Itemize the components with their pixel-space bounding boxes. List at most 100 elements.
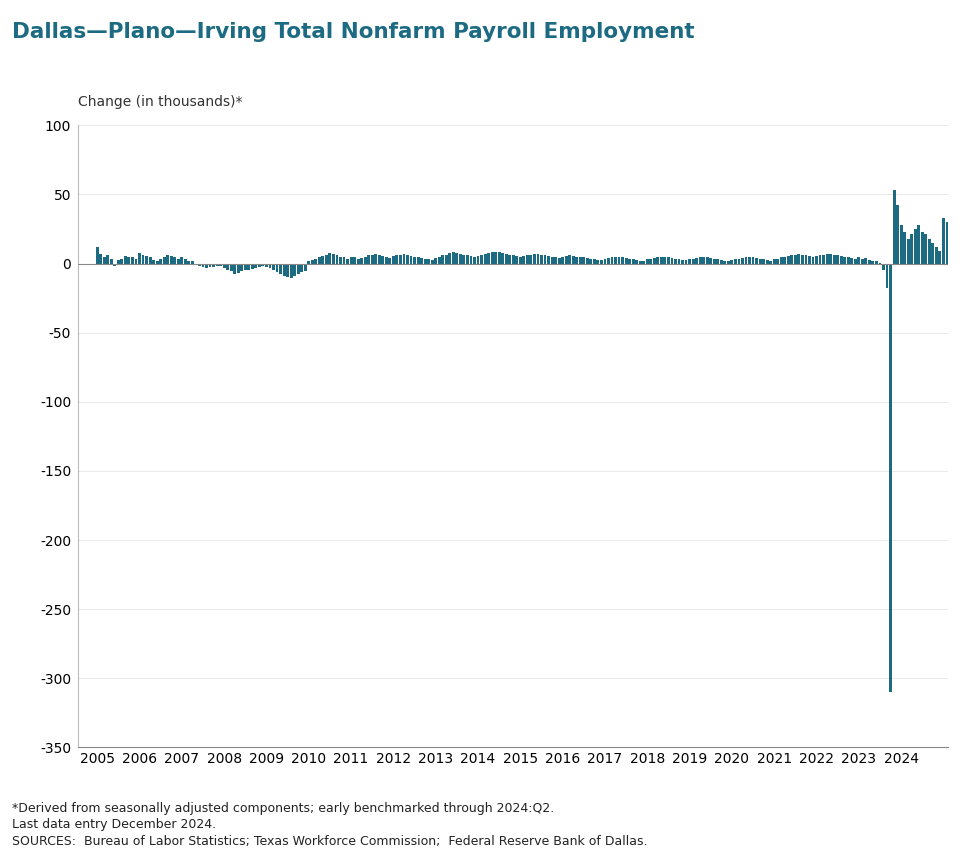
- Bar: [692, 258, 695, 264]
- Bar: [269, 264, 272, 269]
- Bar: [191, 262, 193, 264]
- Bar: [272, 264, 275, 270]
- Bar: [646, 259, 649, 264]
- Bar: [135, 258, 138, 264]
- Bar: [928, 238, 931, 264]
- Bar: [244, 264, 247, 270]
- Bar: [924, 234, 927, 264]
- Bar: [642, 261, 645, 264]
- Bar: [159, 258, 162, 264]
- Bar: [720, 260, 723, 264]
- Bar: [318, 257, 320, 264]
- Bar: [843, 257, 846, 264]
- Bar: [205, 264, 208, 269]
- Bar: [635, 260, 638, 264]
- Bar: [321, 256, 324, 264]
- Bar: [163, 257, 166, 264]
- Bar: [769, 261, 772, 264]
- Bar: [227, 264, 229, 270]
- Bar: [234, 264, 236, 274]
- Bar: [617, 257, 620, 264]
- Bar: [751, 257, 754, 264]
- Bar: [854, 258, 857, 264]
- Bar: [755, 258, 758, 264]
- Bar: [575, 257, 578, 264]
- Bar: [819, 255, 822, 264]
- Bar: [152, 260, 155, 264]
- Bar: [865, 258, 868, 264]
- Bar: [621, 257, 624, 264]
- Bar: [173, 257, 176, 264]
- Bar: [512, 255, 515, 264]
- Bar: [505, 254, 508, 264]
- Bar: [850, 258, 853, 264]
- Bar: [812, 257, 815, 264]
- Bar: [367, 255, 370, 264]
- Bar: [216, 264, 219, 266]
- Bar: [381, 256, 384, 264]
- Bar: [921, 232, 923, 264]
- Bar: [804, 255, 807, 264]
- Bar: [959, 238, 962, 264]
- Bar: [678, 259, 680, 264]
- Bar: [389, 258, 392, 264]
- Bar: [801, 255, 804, 264]
- Bar: [420, 258, 423, 264]
- Bar: [604, 258, 607, 264]
- Bar: [882, 264, 885, 270]
- Bar: [236, 264, 239, 273]
- Bar: [780, 257, 783, 264]
- Bar: [639, 261, 642, 264]
- Bar: [759, 258, 761, 264]
- Bar: [258, 264, 261, 267]
- Bar: [198, 264, 201, 266]
- Bar: [209, 264, 211, 267]
- Bar: [477, 256, 480, 264]
- Bar: [177, 258, 180, 264]
- Bar: [523, 256, 526, 264]
- Bar: [540, 255, 543, 264]
- Bar: [416, 257, 419, 264]
- Bar: [304, 264, 307, 271]
- Bar: [670, 258, 673, 264]
- Bar: [434, 258, 437, 264]
- Bar: [378, 255, 381, 264]
- Bar: [847, 257, 850, 264]
- Bar: [363, 257, 366, 264]
- Bar: [868, 260, 871, 264]
- Bar: [578, 257, 581, 264]
- Bar: [445, 255, 447, 264]
- Bar: [466, 255, 469, 264]
- Bar: [335, 255, 338, 264]
- Bar: [600, 260, 603, 264]
- Bar: [786, 256, 789, 264]
- Bar: [935, 247, 938, 264]
- Bar: [734, 259, 737, 264]
- Bar: [858, 257, 861, 264]
- Bar: [939, 251, 942, 264]
- Bar: [797, 254, 800, 264]
- Bar: [501, 253, 504, 264]
- Bar: [385, 257, 388, 264]
- Text: Last data entry December 2024.: Last data entry December 2024.: [12, 818, 216, 831]
- Bar: [300, 264, 303, 272]
- Bar: [276, 264, 278, 272]
- Bar: [247, 264, 250, 270]
- Bar: [731, 260, 734, 264]
- Bar: [219, 264, 222, 265]
- Bar: [628, 258, 631, 264]
- Bar: [470, 256, 473, 264]
- Bar: [875, 262, 878, 264]
- Bar: [727, 261, 730, 264]
- Bar: [297, 264, 300, 274]
- Bar: [861, 258, 864, 264]
- Bar: [170, 256, 173, 264]
- Bar: [131, 257, 134, 264]
- Bar: [766, 260, 769, 264]
- Bar: [371, 255, 373, 264]
- Bar: [607, 258, 610, 264]
- Bar: [681, 260, 684, 264]
- Bar: [339, 257, 342, 264]
- Bar: [308, 262, 311, 264]
- Bar: [332, 254, 335, 264]
